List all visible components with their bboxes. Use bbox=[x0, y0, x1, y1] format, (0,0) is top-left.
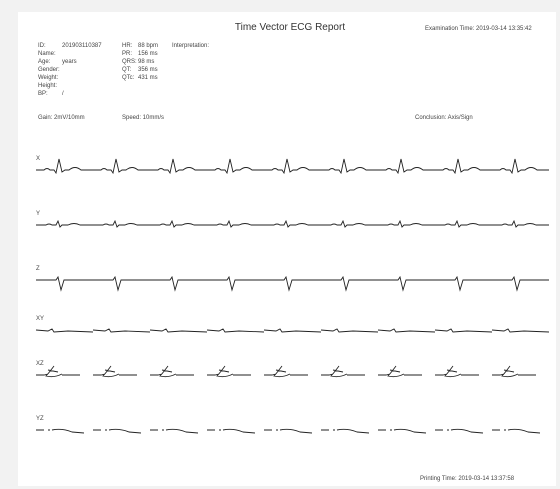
measure-label: HR: bbox=[122, 43, 133, 49]
ecg-trace bbox=[36, 428, 541, 434]
conclusion: Conclusion: Axis/Sign bbox=[415, 115, 473, 121]
measure-value: 88 bpm bbox=[138, 43, 158, 49]
lead-label: X bbox=[36, 156, 40, 162]
ecg-trace bbox=[36, 219, 549, 228]
field-label: Weight: bbox=[38, 75, 59, 81]
field-value: years bbox=[62, 59, 77, 65]
field-label: Gender: bbox=[38, 67, 60, 73]
measure-label: QTc: bbox=[122, 75, 135, 81]
measure-value: 431 ms bbox=[138, 75, 158, 81]
exam-time: Examination Time: 2019-03-14 13:35:42 bbox=[425, 26, 532, 32]
measure-value: 156 ms bbox=[138, 51, 158, 57]
measure-value: 98 ms bbox=[138, 59, 154, 65]
lead-label: XZ bbox=[36, 361, 44, 367]
ecg-trace bbox=[36, 275, 549, 292]
field-value: 201903110387 bbox=[62, 43, 102, 49]
field-label: ID: bbox=[38, 43, 46, 49]
lead-label: Z bbox=[36, 266, 40, 272]
measure-label: QRS: bbox=[122, 59, 137, 65]
report-title: Time Vector ECG Report bbox=[235, 22, 345, 33]
ecg-trace bbox=[35, 328, 550, 333]
lead-label: Y bbox=[36, 211, 40, 217]
measure-value: 356 ms bbox=[138, 67, 158, 73]
field-value: / bbox=[62, 91, 64, 97]
field-label: Age: bbox=[38, 59, 51, 65]
field-label: Name: bbox=[38, 51, 56, 57]
gain: Gain: 2mV/10mm bbox=[38, 115, 85, 121]
ecg-trace bbox=[36, 158, 549, 175]
measure-label: QT: bbox=[122, 67, 132, 73]
print-time: Printing Time: 2019-03-14 13:37:58 bbox=[420, 476, 515, 482]
ecg-trace bbox=[36, 365, 536, 378]
lead-label: XY bbox=[36, 316, 44, 322]
interpretation: Interpretation: bbox=[172, 43, 209, 49]
field-label: BP: bbox=[38, 91, 48, 97]
lead-label: YZ bbox=[36, 416, 44, 422]
paper bbox=[18, 12, 556, 486]
speed: Speed: 10mm/s bbox=[122, 115, 164, 121]
measure-label: PR: bbox=[122, 51, 132, 57]
field-label: Height: bbox=[38, 83, 57, 89]
